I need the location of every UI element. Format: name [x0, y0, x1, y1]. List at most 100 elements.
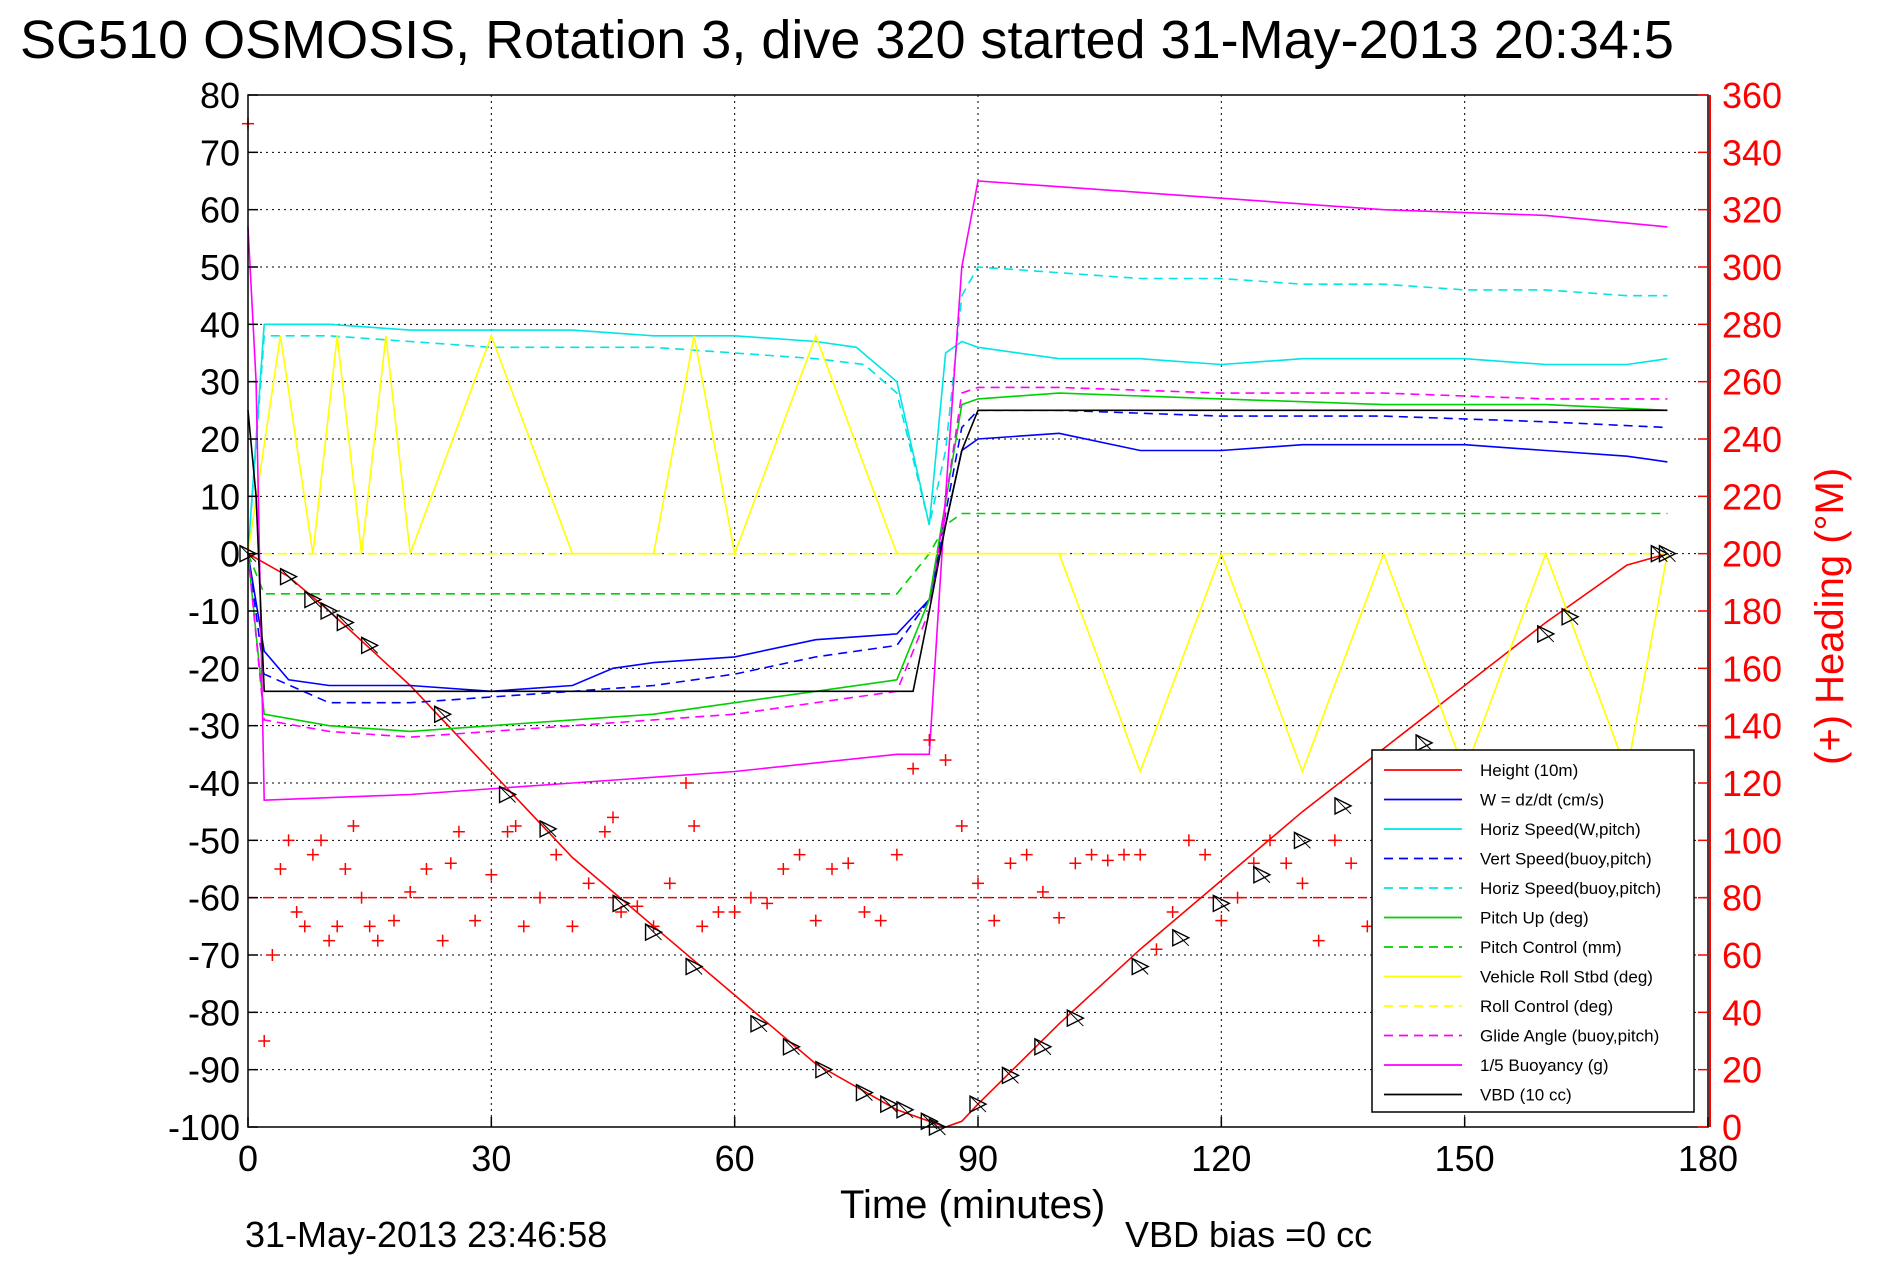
heading-point: [1215, 914, 1228, 927]
depth-marker-cross: [880, 1095, 898, 1113]
depth-marker-triangle: [612, 894, 631, 913]
heading-point: [1118, 848, 1130, 861]
heading-point: [1264, 834, 1276, 847]
depth-marker: [1415, 733, 1434, 752]
depth-marker-cross: [336, 614, 354, 631]
depth-marker: [498, 785, 518, 804]
heading-point: [728, 906, 741, 918]
heading-point: [939, 754, 952, 767]
depth-marker-cross: [1212, 895, 1230, 912]
y-tick-label: -50: [188, 820, 240, 861]
series-w-dz-dt-cm-s: [247, 432, 1668, 693]
depth-marker-cross: [750, 1015, 768, 1033]
depth-marker: [782, 1037, 802, 1056]
depth-marker-triangle: [1131, 957, 1150, 976]
depth-marker-cross: [969, 1095, 987, 1113]
depth-marker-triangle: [498, 785, 518, 804]
y-right-tick-label: 160: [1722, 648, 1782, 689]
depth-marker: [750, 1014, 769, 1033]
depth-marker: [1293, 831, 1313, 850]
y-right-tick-label: 100: [1722, 820, 1782, 861]
depth-marker: [896, 1100, 915, 1119]
y-tick-label: -60: [188, 878, 240, 919]
heading-point: [826, 863, 838, 875]
y-right-tick-label: 140: [1722, 706, 1782, 747]
y-tick-label: 50: [200, 247, 240, 288]
depth-marker: [685, 957, 704, 976]
chart-title: SG510 OSMOSIS, Rotation 3, dive 320 star…: [20, 10, 1674, 70]
depth-marker-cross: [1415, 734, 1433, 752]
heading-point: [323, 934, 336, 947]
depth-marker-triangle: [360, 636, 380, 655]
heading-point: [1101, 854, 1114, 867]
depth-marker: [1658, 544, 1678, 563]
heading-point: [858, 906, 871, 918]
vbd-bias-label: VBD bias =0 cc: [1125, 1214, 1372, 1255]
heading-point: [436, 934, 449, 947]
y-right-tick-label: 40: [1722, 992, 1762, 1033]
heading-point: [744, 891, 757, 904]
y-tick-label: 80: [200, 75, 240, 116]
depth-marker: [1034, 1037, 1053, 1056]
y-right-tick-label: 200: [1722, 534, 1782, 575]
series-vert-speed-buoy-pitch: [247, 409, 1668, 704]
heading-point: [452, 825, 465, 838]
heading-point: [777, 863, 790, 875]
y-right-tick-label: 0: [1722, 1107, 1742, 1148]
heading-point: [404, 885, 417, 898]
depth-marker: [1172, 928, 1191, 947]
y-tick-label: -80: [188, 992, 240, 1033]
legend-label: VBD (10 cc): [1480, 1086, 1572, 1105]
x-tick-label: 60: [715, 1138, 755, 1179]
y-right-tick-label: 180: [1722, 591, 1782, 632]
heading-point: [1036, 885, 1049, 898]
depth-marker-cross: [499, 786, 516, 803]
heading-point: [1312, 934, 1325, 947]
y-right-tick-label: 340: [1722, 132, 1782, 173]
depth-marker: [880, 1094, 899, 1114]
y-axis-right: 3603403203002802602402202001801601401201…: [1698, 75, 1782, 1148]
legend-label: Height (10m): [1480, 761, 1578, 780]
y-tick-label: -90: [188, 1050, 240, 1091]
depth-marker-cross: [1294, 831, 1311, 849]
x-tick-label: 0: [238, 1138, 258, 1179]
depth-marker: [1253, 865, 1272, 884]
depth-marker-triangle: [1253, 865, 1272, 884]
y-right-tick-label: 20: [1722, 1050, 1762, 1091]
depth-marker-cross: [1334, 797, 1352, 815]
heading-point: [988, 914, 1001, 927]
y-right-tick-label: 80: [1722, 878, 1762, 919]
y-right-tick-label: 300: [1722, 247, 1782, 288]
depth-marker-cross: [645, 923, 662, 941]
y-tick-label: 70: [200, 132, 240, 173]
depth-marker-triangle: [750, 1014, 769, 1033]
heading-point: [663, 877, 676, 890]
heading-point: [1280, 857, 1293, 870]
heading-point: [485, 868, 498, 881]
depth-marker-triangle: [279, 567, 299, 586]
y-right-tick-label: 360: [1722, 75, 1782, 116]
heading-point: [566, 920, 579, 933]
series-glide-angle-buoy-pitch: [247, 386, 1668, 738]
y-tick-label: -70: [188, 935, 240, 976]
heading-point: [363, 920, 376, 933]
x-axis-label: Time (minutes): [840, 1183, 1105, 1227]
legend-label: Pitch Up (deg): [1480, 909, 1589, 928]
heading-point: [355, 891, 368, 904]
x-axis: 0 30 60 90 120 150 180: [238, 1117, 1738, 1179]
depth-marker-cross: [896, 1101, 914, 1119]
heading-point: [420, 863, 433, 875]
heading-point: [680, 777, 692, 789]
heading-point: [501, 825, 514, 838]
depth-marker: [1131, 957, 1150, 976]
depth-marker-cross: [1253, 866, 1271, 884]
x-tick-label: 120: [1191, 1138, 1251, 1179]
depth-marker: [433, 705, 453, 724]
depth-marker: [855, 1083, 875, 1102]
depth-marker-triangle: [815, 1060, 834, 1079]
legend-box: [1371, 749, 1695, 1113]
depth-marker: [1561, 607, 1580, 626]
depth-marker-triangle: [539, 819, 558, 838]
depth-marker-triangle: [336, 613, 355, 632]
